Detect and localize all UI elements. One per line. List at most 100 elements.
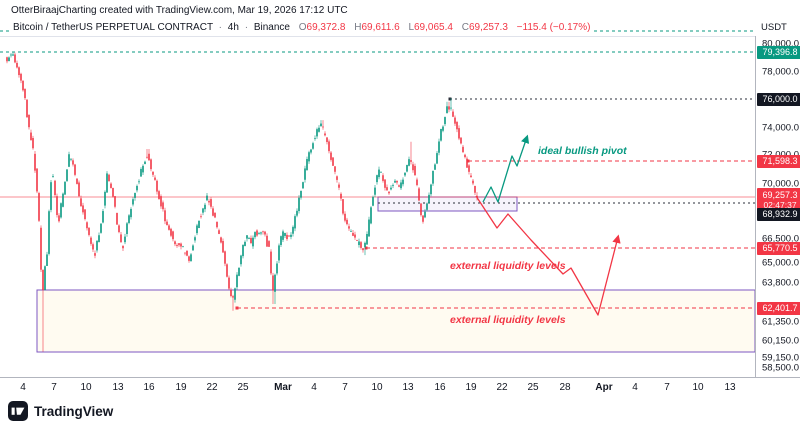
candle xyxy=(298,195,300,214)
symbol-legend[interactable]: Bitcoin / TetherUS PERPETUAL CONTRACT · … xyxy=(10,21,594,34)
price-badge: 71,598.3 xyxy=(757,154,800,168)
candle xyxy=(228,275,230,290)
candle xyxy=(248,236,250,240)
candle xyxy=(244,240,246,247)
candle xyxy=(318,125,320,133)
candle xyxy=(356,239,358,241)
price-tick-label: 78,000.0 xyxy=(762,66,799,78)
candle xyxy=(394,179,396,183)
candle xyxy=(212,206,214,217)
candle xyxy=(92,242,94,252)
candle xyxy=(166,219,168,226)
candle xyxy=(168,224,170,231)
candle xyxy=(290,232,292,240)
candle xyxy=(72,158,74,167)
candle xyxy=(50,179,52,213)
candle xyxy=(126,221,128,237)
candle xyxy=(42,269,44,352)
candle xyxy=(138,179,140,185)
price-scale[interactable]: 80,000.078,000.074,000.072,000.070,000.0… xyxy=(755,36,800,377)
candle xyxy=(10,53,12,58)
candle xyxy=(328,139,330,154)
candles-layer xyxy=(6,52,478,352)
candle xyxy=(222,238,224,253)
candle xyxy=(262,230,264,235)
candle xyxy=(396,180,398,185)
candle xyxy=(144,160,146,165)
candle xyxy=(380,171,382,173)
time-tick-label: 28 xyxy=(559,382,571,393)
candle xyxy=(382,173,384,183)
scenario-arrows-layer xyxy=(475,134,621,316)
low-value: 69,065.4 xyxy=(414,22,453,33)
bearish-scenario-arrow[interactable] xyxy=(475,195,621,316)
close-label: C xyxy=(461,22,469,33)
candle xyxy=(82,202,84,215)
candle xyxy=(348,223,350,231)
candle xyxy=(12,52,14,57)
candle xyxy=(64,181,66,196)
annotation-text[interactable]: external liquidity levels xyxy=(450,314,566,326)
candle xyxy=(146,149,148,159)
candle xyxy=(184,252,186,256)
candle xyxy=(94,250,96,259)
tradingview-logo[interactable]: TradingView xyxy=(8,401,113,421)
time-tick-label: 10 xyxy=(371,382,383,393)
candle xyxy=(342,199,344,216)
candle xyxy=(150,158,152,172)
time-tick-label: Apr xyxy=(595,382,613,393)
candle xyxy=(466,156,468,168)
candle xyxy=(278,243,280,264)
candle xyxy=(406,164,408,173)
candle xyxy=(120,232,122,243)
symbol-title[interactable]: Bitcoin / TetherUS PERPETUAL CONTRACT xyxy=(13,22,213,33)
time-scale[interactable]: TradingView 4 7 10 13 16 19 22 25 Mar 4 7 10 13 16 19 2… xyxy=(0,378,800,435)
time-tick-label: 4 xyxy=(632,382,638,393)
price-tick-label: 63,800.0 xyxy=(762,277,799,289)
candle xyxy=(30,129,32,141)
candle xyxy=(198,220,200,229)
candle xyxy=(74,163,76,177)
candle xyxy=(190,252,192,262)
candle xyxy=(250,235,252,245)
quote-currency-label: USDT xyxy=(761,22,787,33)
annotation-text[interactable]: external liquidity levels xyxy=(450,260,566,272)
candle xyxy=(358,238,360,248)
candle xyxy=(162,200,164,212)
candle xyxy=(402,177,404,187)
candle xyxy=(36,168,38,194)
candle xyxy=(106,171,108,193)
candle xyxy=(370,206,372,225)
drawing-box[interactable] xyxy=(36,289,755,353)
interval-label[interactable]: 4h xyxy=(227,22,239,33)
candle xyxy=(216,221,218,229)
candle xyxy=(292,225,294,237)
candle xyxy=(276,261,278,276)
time-tick-label: 19 xyxy=(465,382,477,393)
candle xyxy=(408,156,410,167)
line-anchor-dot xyxy=(364,246,368,250)
candle xyxy=(460,137,462,145)
candle xyxy=(364,241,366,256)
time-tick-label: 22 xyxy=(206,382,218,393)
candle xyxy=(110,182,112,189)
candle xyxy=(232,294,234,311)
candle xyxy=(66,169,68,183)
bullish-scenario-arrow[interactable] xyxy=(482,134,530,203)
chart-canvas[interactable] xyxy=(0,0,755,435)
legend-separator: · xyxy=(218,22,222,33)
candle xyxy=(306,156,308,171)
price-badge: 65,770.5 xyxy=(757,241,800,255)
candle xyxy=(156,179,158,195)
candle xyxy=(20,72,22,84)
candle xyxy=(234,287,236,303)
candle xyxy=(414,163,416,176)
candle xyxy=(458,125,460,141)
time-tick-label: 16 xyxy=(143,382,155,393)
price-tick-label: 59,150.0 xyxy=(762,352,799,364)
countdown-timer: 02:47:37 xyxy=(763,199,797,210)
candle xyxy=(462,144,464,153)
candle xyxy=(352,230,354,237)
annotation-text[interactable]: ideal bullish pivot xyxy=(538,145,627,157)
